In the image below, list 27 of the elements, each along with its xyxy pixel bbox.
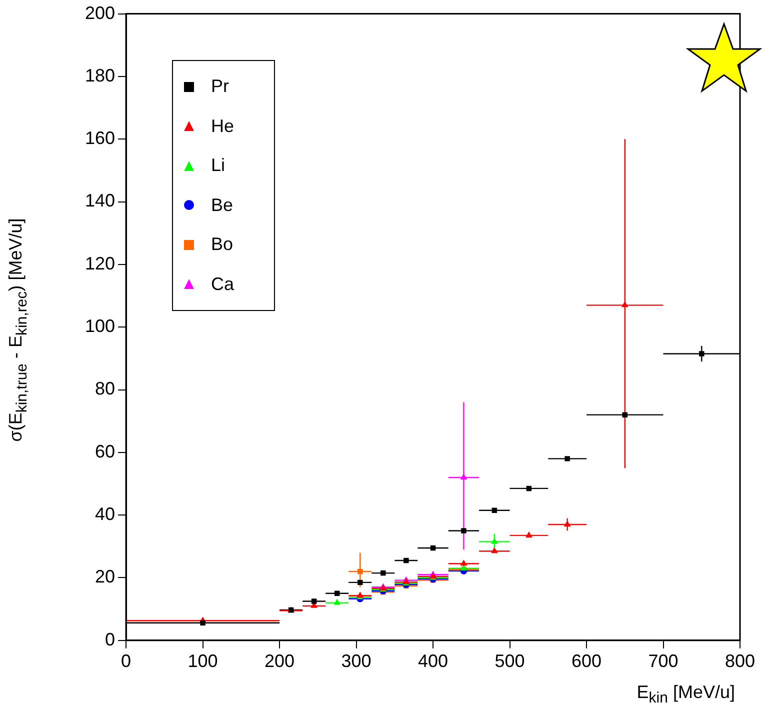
x-tick-label: 500 <box>494 651 525 672</box>
y-tick-label: 120 <box>84 253 116 274</box>
y-tick-label: 200 <box>84 2 116 23</box>
x-tick-label: 300 <box>341 651 372 672</box>
y-tick-label: 20 <box>95 566 116 587</box>
y-tick-label: 60 <box>95 441 116 462</box>
x-tick-label: 0 <box>121 651 132 672</box>
y-tick-label: 80 <box>95 378 116 399</box>
x-tick-label: 400 <box>418 651 448 672</box>
legend-label: He <box>211 116 234 137</box>
x-axis-title: E$_{kin}$ [MeV/u] <box>636 682 735 707</box>
y-tick-label: 40 <box>95 504 116 524</box>
y-tick-label: 180 <box>84 65 116 86</box>
legend-label: Pr <box>211 76 229 98</box>
y-tick-label: 160 <box>84 128 116 148</box>
x-tick-label: 100 <box>188 651 218 672</box>
legend-label: Be <box>211 194 234 216</box>
x-tick-label: 800 <box>724 651 756 672</box>
y-tick-label: 100 <box>84 316 116 336</box>
x-tick-label: 700 <box>648 651 678 672</box>
legend-label: Li <box>211 155 226 176</box>
x-tick-label: 200 <box>264 651 295 672</box>
y-tick-label: 0 <box>105 629 116 650</box>
legend-label: Ca <box>211 274 234 295</box>
x-tick-label: 600 <box>571 651 602 672</box>
y-tick-label: 140 <box>84 190 116 211</box>
legend-label: Bo <box>211 234 234 256</box>
